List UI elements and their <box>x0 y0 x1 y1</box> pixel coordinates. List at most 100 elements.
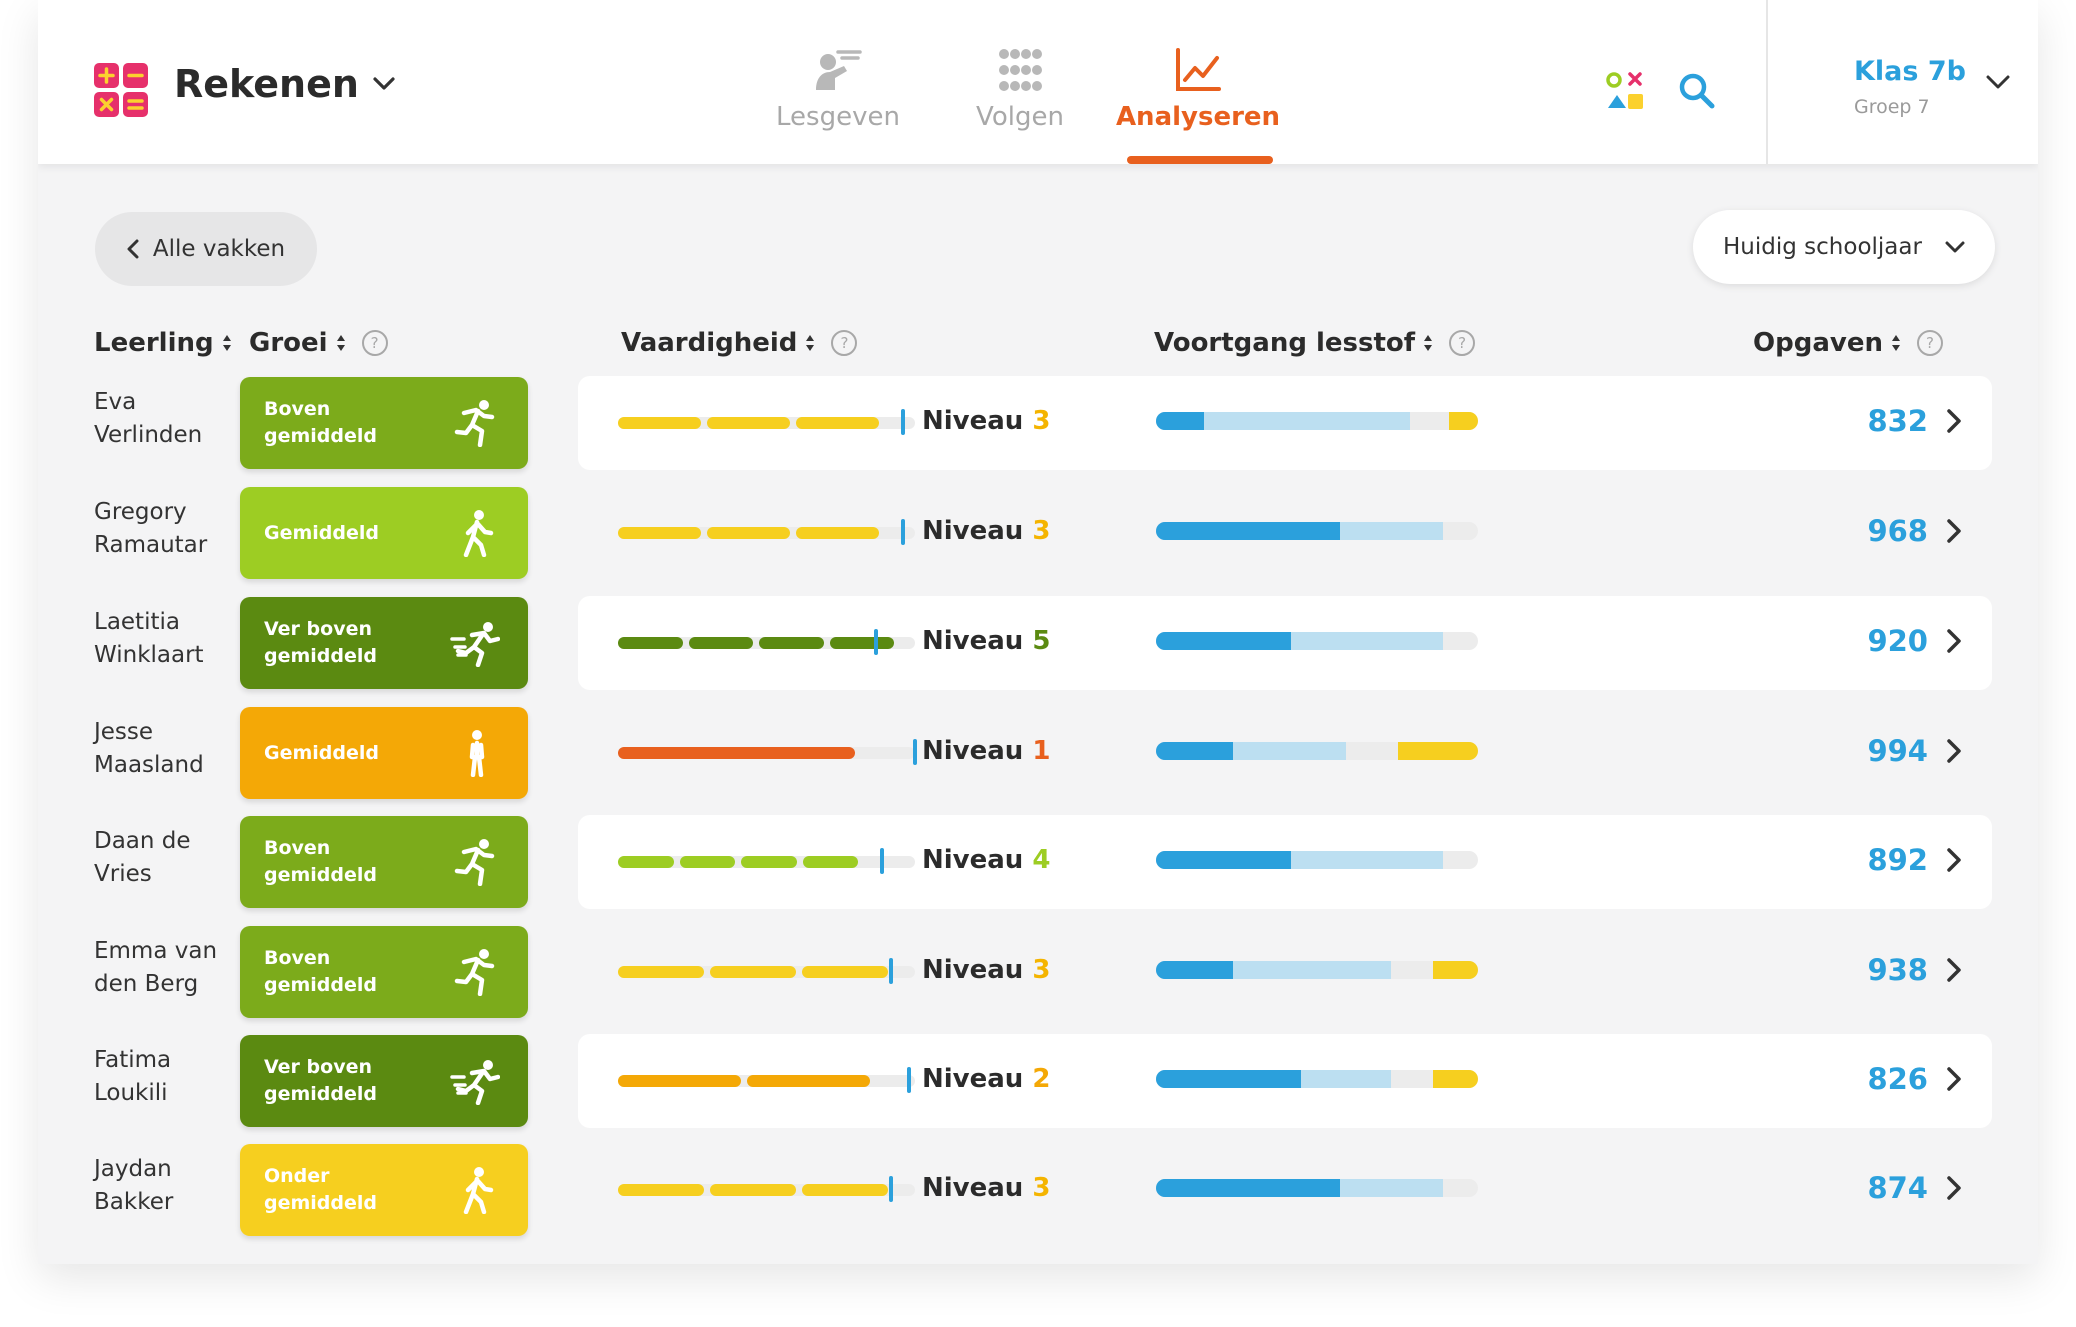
tab-lesgeven[interactable]: Lesgeven <box>753 48 923 132</box>
skill-segment <box>802 1184 888 1196</box>
growth-badge[interactable]: Boven gemiddeld <box>240 926 528 1018</box>
skill-segment <box>802 966 888 978</box>
skill-marker <box>874 629 878 655</box>
column-header-skill-label: Vaardigheid <box>621 328 798 358</box>
student-row[interactable]: Jaydan Bakker Onder gemiddeld Niveau 3 874 <box>38 1143 2038 1237</box>
chevron-right-icon[interactable] <box>1946 738 1962 764</box>
growth-badge[interactable]: Boven gemiddeld <box>240 377 528 469</box>
chevron-right-icon[interactable] <box>1946 628 1962 654</box>
growth-badge[interactable]: Ver boven gemiddeld <box>240 597 528 689</box>
column-header-tasks[interactable]: Opgaven ? <box>1753 328 1943 358</box>
student-name: Emma van den Berg <box>94 938 218 997</box>
skill-segment <box>796 417 879 429</box>
progress-bar <box>1156 522 1478 540</box>
progress-done <box>1156 742 1234 760</box>
growth-badge[interactable]: Gemiddeld <box>240 707 528 799</box>
level-text: Niveau 4 <box>922 845 1050 875</box>
subject-selector[interactable]: Rekenen <box>174 62 395 106</box>
tab-volgen-label: Volgen <box>976 102 1064 132</box>
growth-label: Ver boven gemiddeld <box>264 1056 377 1105</box>
running-icon <box>454 949 495 996</box>
help-icon[interactable]: ? <box>361 330 388 356</box>
progress-done <box>1156 851 1292 869</box>
level-number: 3 <box>1032 516 1051 546</box>
growth-label: Ver boven gemiddeld <box>264 618 377 667</box>
progress-light <box>1156 412 1411 430</box>
growth-badge[interactable]: Boven gemiddeld <box>240 816 528 908</box>
skill-segment <box>618 637 683 649</box>
growth-label: Gemiddeld <box>264 741 379 764</box>
student-name: Daan de Vries <box>94 828 191 887</box>
progress-extra <box>1432 961 1478 979</box>
skill-segment <box>688 637 753 649</box>
top-bar: Rekenen Lesgeven <box>38 0 2038 164</box>
level-text: Niveau 3 <box>922 955 1050 985</box>
skill-segment <box>618 417 701 429</box>
progress-bar <box>1156 742 1478 760</box>
column-header-student[interactable]: Leerling <box>94 328 232 358</box>
tab-analyseren[interactable]: Analyseren <box>1113 48 1283 164</box>
skill-segment <box>710 966 796 978</box>
shapes-icon[interactable] <box>1606 72 1646 112</box>
search-icon[interactable] <box>1678 72 1716 110</box>
growth-badge[interactable]: Onder gemiddeld <box>240 1144 528 1236</box>
tasks-count: 874 <box>1867 1171 1928 1205</box>
student-row[interactable]: Laetitia Winklaart Ver boven gemiddeld Niv… <box>38 596 2038 690</box>
student-row[interactable]: Gregory Ramautar Gemiddeld Niveau 3 968 <box>38 486 2038 580</box>
column-header-progress[interactable]: Voortgang lesstof ? <box>1154 328 1476 358</box>
skill-segment <box>618 856 674 868</box>
level-word: Niveau <box>922 1064 1024 1094</box>
tasks-count: 938 <box>1867 953 1928 987</box>
skill-bar <box>618 629 918 655</box>
progress-done <box>1156 522 1340 540</box>
chevron-right-icon[interactable] <box>1946 408 1962 434</box>
growth-label: Gemiddeld <box>264 521 379 544</box>
chevron-right-icon[interactable] <box>1946 957 1962 983</box>
skill-bar <box>618 409 918 435</box>
growth-badge[interactable]: Gemiddeld <box>240 487 528 579</box>
chevron-down-icon <box>373 77 395 90</box>
student-row[interactable]: Jesse Maasland Gemiddeld Niveau 1 994 <box>38 706 2038 800</box>
grid-dots-icon <box>999 49 1042 91</box>
growth-badge[interactable]: Ver boven gemiddeld <box>240 1035 528 1127</box>
column-header-growth[interactable]: Groei ? <box>249 328 388 358</box>
chevron-right-icon[interactable] <box>1946 847 1962 873</box>
sort-icon <box>806 335 815 351</box>
column-header-skill[interactable]: Vaardigheid ? <box>621 328 858 358</box>
chevron-right-icon[interactable] <box>1946 1066 1962 1092</box>
app-window: Rekenen Lesgeven <box>38 0 2038 1264</box>
progress-bar <box>1156 412 1478 430</box>
student-row[interactable]: Emma van den Berg Boven gemiddeld Niveau 3… <box>38 925 2038 1019</box>
progress-done <box>1156 1070 1301 1088</box>
student-name: Jaydan Bakker <box>94 1156 174 1215</box>
skill-bar <box>618 1067 918 1093</box>
class-name: Klas 7b <box>1854 56 1966 87</box>
column-header-progress-label: Voortgang lesstof <box>1154 328 1416 358</box>
level-text: Niveau 3 <box>922 516 1050 546</box>
walking-icon <box>463 510 494 557</box>
chevron-right-icon[interactable] <box>1946 1175 1962 1201</box>
progress-bar <box>1156 1179 1478 1197</box>
period-select[interactable]: Huidig schooljaar <box>1693 210 1995 284</box>
student-name: Jesse Maasland <box>94 719 204 778</box>
student-row[interactable]: Daan de Vries Boven gemiddeld Niveau 4 892 <box>38 815 2038 909</box>
back-to-all-subjects-button[interactable]: Alle vakken <box>95 212 317 286</box>
level-text: Niveau 5 <box>922 626 1050 656</box>
tab-volgen[interactable]: Volgen <box>935 48 1105 132</box>
class-selector[interactable]: Klas 7b Groep 7 <box>1766 0 2038 164</box>
tab-analyseren-label: Analyseren <box>1115 102 1281 132</box>
chevron-right-icon[interactable] <box>1946 518 1962 544</box>
skill-bar <box>618 1176 918 1202</box>
level-text: Niveau 3 <box>922 406 1050 436</box>
teach-icon <box>816 50 862 90</box>
student-row[interactable]: Fatima Loukili Ver boven gemiddeld Niveau … <box>38 1034 2038 1128</box>
help-icon[interactable]: ? <box>831 330 858 356</box>
level-number: 3 <box>1032 406 1051 436</box>
help-icon[interactable]: ? <box>1449 330 1476 356</box>
chevron-left-icon <box>127 239 139 259</box>
student-row[interactable]: Eva Verlinden Boven gemiddeld Niveau 3 832 <box>38 376 2038 470</box>
active-tab-indicator <box>1127 156 1273 164</box>
help-icon[interactable]: ? <box>1916 330 1943 356</box>
level-word: Niveau <box>922 626 1024 656</box>
skill-bar <box>618 848 918 874</box>
